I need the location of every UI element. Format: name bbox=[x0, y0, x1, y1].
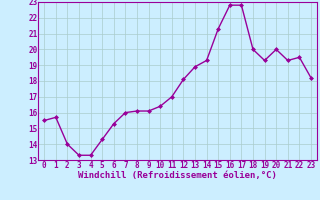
X-axis label: Windchill (Refroidissement éolien,°C): Windchill (Refroidissement éolien,°C) bbox=[78, 171, 277, 180]
